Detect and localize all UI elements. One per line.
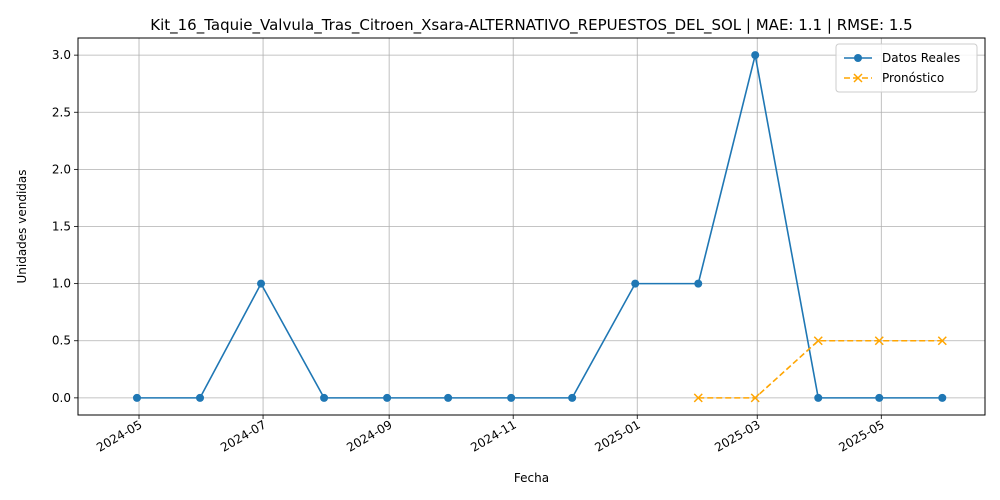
data-point bbox=[320, 393, 329, 402]
data-point bbox=[937, 336, 947, 346]
data-point bbox=[631, 279, 640, 288]
legend-label: Datos Reales bbox=[882, 51, 960, 65]
y-axis-label: Unidades vendidas bbox=[15, 169, 29, 283]
data-point bbox=[444, 393, 453, 402]
legend-box bbox=[835, 43, 978, 93]
x-marker-stroke bbox=[874, 336, 884, 346]
data-point bbox=[257, 279, 266, 288]
data-point bbox=[750, 393, 760, 403]
data-point bbox=[694, 279, 703, 288]
data-point bbox=[875, 393, 884, 402]
y-tick-label: 2.5 bbox=[52, 105, 71, 119]
x-marker-stroke bbox=[693, 393, 703, 403]
grid bbox=[78, 38, 985, 415]
x-marker-stroke bbox=[813, 336, 823, 346]
x-axis-label: Fecha bbox=[514, 471, 549, 485]
data-point bbox=[132, 393, 141, 402]
chart-title: Kit_16_Taquie_Valvula_Tras_Citroen_Xsara… bbox=[150, 16, 912, 35]
legend-marker bbox=[854, 54, 862, 62]
x-marker-stroke bbox=[750, 393, 760, 403]
y-tick-label: 1.0 bbox=[52, 277, 71, 291]
data-point bbox=[938, 393, 947, 402]
data-point bbox=[693, 393, 703, 403]
data-point bbox=[507, 393, 516, 402]
data-point bbox=[751, 51, 760, 60]
legend-label: Pronóstico bbox=[882, 71, 944, 85]
data-point bbox=[874, 336, 884, 346]
legend: Datos Reales Pronóstico bbox=[835, 43, 978, 93]
y-tick-label: 2.0 bbox=[52, 162, 71, 176]
data-point bbox=[813, 336, 823, 346]
legend-marker bbox=[853, 73, 863, 83]
y-tick-label: 0.5 bbox=[52, 334, 71, 348]
data-point bbox=[383, 393, 392, 402]
data-point bbox=[814, 393, 823, 402]
x-marker-stroke bbox=[937, 336, 947, 346]
data-point bbox=[568, 393, 577, 402]
series-line-1 bbox=[698, 339, 943, 399]
series-line-0 bbox=[136, 54, 943, 399]
y-tick-label: 1.5 bbox=[52, 220, 71, 234]
y-axis: 0.0 0.5 1.0 1.5 2.0 2.5 3.0 bbox=[52, 48, 78, 405]
data-point bbox=[196, 393, 205, 402]
y-tick-label: 3.0 bbox=[52, 48, 71, 62]
y-tick-label: 0.0 bbox=[52, 391, 71, 405]
series-layer bbox=[132, 51, 947, 403]
